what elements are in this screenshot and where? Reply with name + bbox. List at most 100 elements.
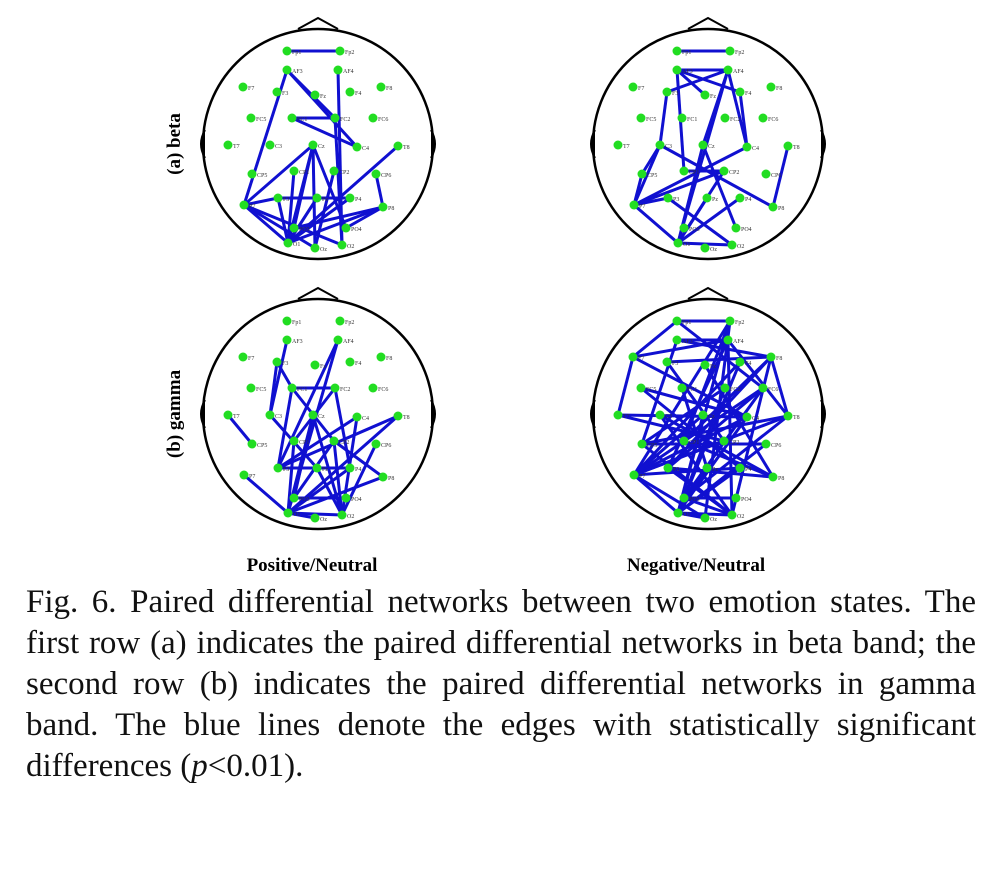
edge (632, 355, 748, 419)
electrode-node (272, 357, 282, 367)
edge (345, 205, 384, 230)
edge (677, 511, 706, 520)
electrode-node (783, 141, 793, 151)
electrode-node (636, 383, 646, 393)
electrode-label: FC1 (297, 387, 307, 393)
edge (632, 144, 662, 206)
electrode-node (761, 439, 771, 449)
electrode-label: Pz (322, 467, 328, 473)
electrode-label: O1 (683, 512, 690, 518)
electrode-node (662, 357, 672, 367)
electrode-label: CP2 (339, 170, 349, 176)
edge (683, 414, 789, 500)
head-network: Fp1 Fp2 AF3 AF4 F7 F3 Fz F4 F8 FC5 FC1 FC2 FC6 T7 C3 Cz… (590, 16, 826, 261)
edge (633, 473, 706, 520)
electrode-label: Fp2 (735, 320, 744, 326)
electrode-label: Fp2 (735, 50, 744, 56)
electrode-label: Fz (710, 364, 716, 370)
electrode-node (310, 360, 320, 370)
electrode-node (282, 65, 292, 75)
electrode-node (679, 166, 689, 176)
electrode-label: P3 (283, 197, 289, 203)
edge (287, 466, 351, 515)
electrode-label: Oz (320, 517, 327, 523)
electrode-node (341, 493, 351, 503)
electrode-node (330, 113, 340, 123)
electrode-label: F8 (386, 86, 392, 92)
electrode-label: FC1 (687, 387, 697, 393)
electrode-node (731, 493, 741, 503)
edge (291, 116, 358, 149)
electrode-label: PO3 (299, 497, 310, 503)
electrode-node (768, 472, 778, 482)
edge (340, 443, 378, 516)
electrode-node (376, 352, 386, 362)
edge (633, 473, 679, 515)
electrode-label: Cz (318, 144, 325, 150)
electrode-label: T8 (403, 145, 410, 151)
edge (243, 203, 289, 245)
electrode-label: AF4 (343, 339, 354, 345)
electrode-label: CP1 (689, 170, 699, 176)
electrode-node (679, 493, 689, 503)
edge (226, 414, 254, 445)
electrode-label: PO4 (351, 227, 362, 233)
electrode-label: T7 (623, 144, 630, 150)
electrode-label: F7 (248, 86, 254, 92)
edge (676, 467, 709, 514)
electrode-label: O1 (293, 512, 300, 518)
electrode-label: PO4 (741, 227, 752, 233)
electrode-label: F8 (776, 86, 782, 92)
electrode-label: P4 (355, 197, 361, 203)
edge (667, 196, 733, 247)
head-network: Fp1 Fp2 AF3 AF4 F7 F3 Fz F4 F8 FC5 FC1 FC2 FC6 T7 C3 Cz… (200, 16, 436, 261)
electrode-label: C3 (275, 414, 282, 420)
electrode-label: CP1 (689, 440, 699, 446)
edge (243, 473, 289, 515)
electrode-label: Fp1 (292, 50, 301, 56)
edge (771, 145, 790, 208)
electrode-label: AF4 (733, 69, 744, 75)
nose (297, 286, 339, 300)
electrode-node (282, 316, 292, 326)
electrode-node (223, 410, 233, 420)
electrode-node (698, 410, 708, 420)
electrode-node (727, 510, 737, 520)
electrode-node (310, 243, 320, 253)
edge (680, 387, 709, 469)
electrode-node (378, 472, 388, 482)
electrode-label: FC2 (730, 117, 740, 123)
electrode-node (727, 240, 737, 250)
electrode-label: P3 (283, 467, 289, 473)
electrode-label: P8 (388, 476, 394, 482)
electrode-label: FC2 (730, 387, 740, 393)
electrode-label: F4 (745, 91, 751, 97)
edge (617, 413, 748, 419)
electrode-node (700, 90, 710, 100)
electrode-node (239, 200, 249, 210)
caption-tail-pre: ( (180, 748, 192, 784)
electrode-label: Oz (710, 247, 717, 253)
electrode-label: P7 (639, 204, 645, 210)
nose (687, 286, 729, 300)
electrode-label: T8 (793, 145, 800, 151)
electrode-label: CP2 (729, 170, 739, 176)
electrode-node (719, 166, 729, 176)
electrode-label: T8 (403, 415, 410, 421)
edge (730, 356, 773, 516)
electrode-label: CP5 (647, 443, 657, 449)
electrode-node (223, 140, 233, 150)
electrode-label: AF3 (682, 69, 693, 75)
electrode-node (628, 352, 638, 362)
electrode-node (246, 113, 256, 123)
edge (287, 475, 384, 515)
electrode-node (783, 411, 793, 421)
nose (687, 16, 729, 30)
electrode-node (663, 193, 673, 203)
edge (287, 511, 316, 520)
electrode-node (289, 436, 299, 446)
electrode-node (333, 65, 343, 75)
edge (683, 439, 774, 479)
electrode-node (655, 410, 665, 420)
electrode-node (720, 113, 730, 123)
